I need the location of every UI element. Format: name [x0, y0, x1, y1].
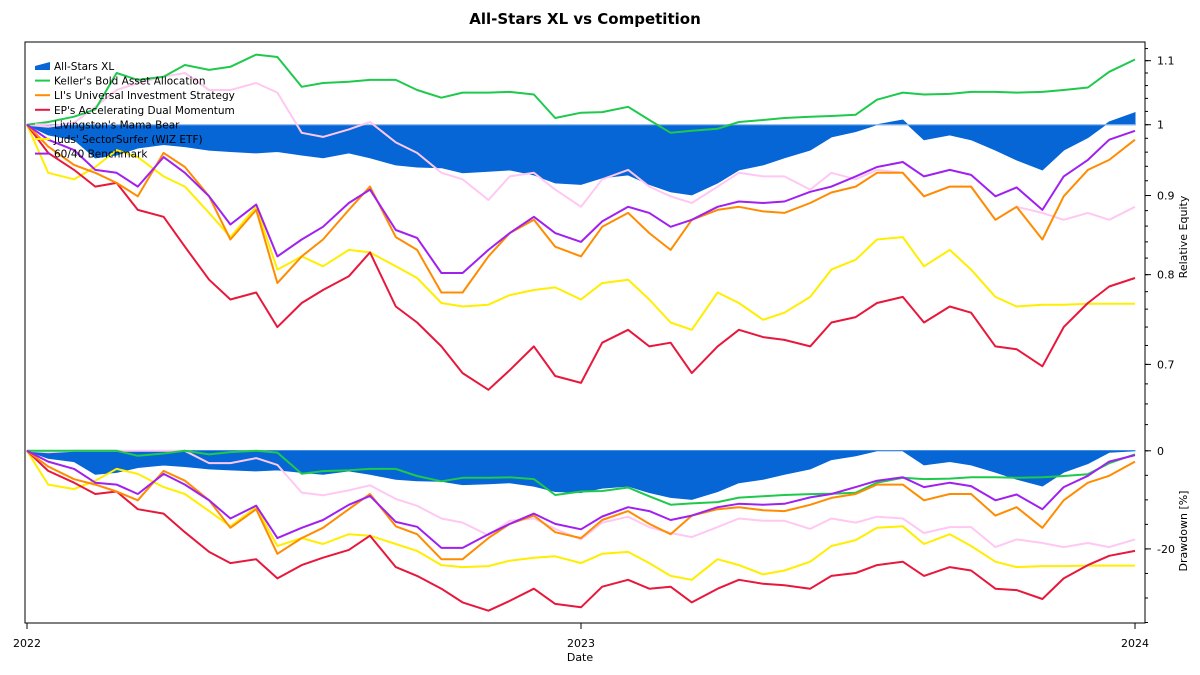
legend-item-60-40-benchmark: 60/40 Benchmark: [35, 149, 148, 161]
line-equity-juds-sectorsurfer-wiz-etf: [26, 124, 1135, 331]
legend-item-juds-sectorsurfer-wiz-etf: Juds' SectorSurfer (WIZ ETF): [35, 134, 203, 146]
line-drawdown-60-40-benchmark: [26, 449, 1136, 549]
line-equity-60-40-benchmark: [26, 123, 1136, 274]
legend-label: Juds' SectorSurfer (WIZ ETF): [53, 134, 203, 146]
y-tick-label-drawdown: -20: [1157, 543, 1175, 556]
line-drawdown-juds-sectorsurfer-wiz-etf: [26, 450, 1135, 581]
legend-item-livingston-s-mama-bear: Livingston's Mama Bear: [35, 119, 180, 131]
y-axis-label-drawdown: Drawdown [%]: [1177, 491, 1190, 572]
legend-label: All-Stars XL: [54, 61, 114, 73]
x-tick-label: 2022: [13, 637, 41, 650]
legend: All-Stars XL Keller's Bold Asset Allocati…: [35, 61, 235, 161]
y-tick-label-equity: 0.8: [1157, 269, 1175, 282]
legend-item-ep-s-accelerating-dual-momentum: EP's Accelerating Dual Momentum: [35, 105, 235, 117]
y-tick-label-equity: 1.1: [1157, 55, 1175, 68]
x-tick-label: 2023: [567, 637, 595, 650]
legend-label: Livingston's Mama Bear: [54, 119, 180, 131]
axes: 0.7 0.8 0.9 1 1.1 0 -20 2022 2023 2024: [13, 48, 1175, 650]
legend-label: Keller's Bold Asset Allocation: [54, 76, 205, 88]
y-tick-label-equity: 0.9: [1157, 190, 1175, 203]
legend-item-keller-s-bold-asset-allocation: Keller's Bold Asset Allocation: [35, 76, 205, 88]
line-equity-ep-s-accelerating-dual-momentum: [26, 124, 1136, 391]
y-tick-label-equity: 0.7: [1157, 358, 1175, 371]
y-tick-label-equity: 1: [1157, 119, 1164, 132]
y-axis-label-equity: Relative Equity: [1177, 195, 1190, 278]
chart-title: All-Stars XL vs Competition: [469, 10, 701, 28]
x-tick-label: 2024: [1121, 637, 1149, 650]
legend-swatch-area: [35, 62, 50, 70]
line-drawdown-keller-s-bold-asset-allocation: [27, 449, 1136, 506]
legend-label: EP's Accelerating Dual Momentum: [54, 105, 235, 117]
x-axis-label: Date: [567, 651, 594, 664]
legend-item-all-stars-xl: All-Stars XL: [35, 61, 114, 73]
line-drawdown-livingston-s-mama-bear: [26, 449, 1136, 549]
plot-frame: [24, 41, 1146, 624]
line-equity-keller-s-bold-asset-allocation: [26, 53, 1136, 134]
line-drawdown-ep-s-accelerating-dual-momentum: [26, 450, 1136, 612]
y-tick-label-drawdown: 0: [1157, 445, 1164, 458]
legend-label: LI's Universal Investment Strategy: [54, 90, 235, 102]
legend-item-li-s-universal-investment-strategy: LI's Universal Investment Strategy: [35, 90, 235, 102]
legend-label: 60/40 Benchmark: [54, 149, 148, 161]
plot-area: [26, 53, 1136, 612]
